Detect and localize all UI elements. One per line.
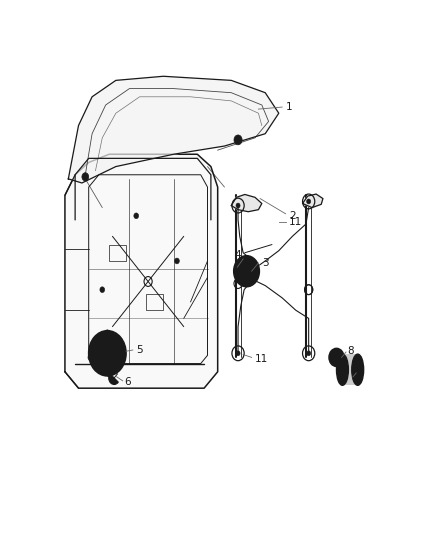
Circle shape — [105, 330, 110, 336]
Text: 5: 5 — [136, 345, 143, 355]
Circle shape — [175, 258, 179, 264]
Circle shape — [100, 344, 115, 362]
Circle shape — [100, 287, 105, 293]
Text: 1: 1 — [286, 102, 292, 112]
Ellipse shape — [352, 354, 364, 385]
Circle shape — [107, 371, 111, 377]
Circle shape — [245, 256, 248, 260]
Circle shape — [88, 330, 126, 376]
Ellipse shape — [336, 354, 348, 385]
Circle shape — [236, 203, 240, 208]
Circle shape — [234, 135, 242, 145]
Circle shape — [333, 353, 340, 362]
Bar — [146, 294, 163, 310]
Wedge shape — [109, 374, 118, 384]
Text: 4: 4 — [235, 250, 241, 260]
Circle shape — [239, 262, 254, 280]
Text: 3: 3 — [262, 258, 268, 268]
Circle shape — [234, 269, 237, 273]
Circle shape — [256, 269, 259, 273]
Text: 11: 11 — [289, 217, 302, 227]
Ellipse shape — [339, 360, 346, 379]
Bar — [109, 245, 126, 261]
Circle shape — [243, 267, 250, 276]
Text: 2: 2 — [289, 211, 296, 221]
Circle shape — [94, 337, 121, 370]
Circle shape — [307, 351, 311, 356]
Polygon shape — [231, 195, 262, 212]
Text: 11: 11 — [255, 353, 268, 364]
Circle shape — [245, 282, 248, 286]
Text: 6: 6 — [124, 377, 131, 387]
Text: 8: 8 — [347, 346, 354, 356]
Polygon shape — [303, 194, 323, 207]
Polygon shape — [68, 76, 279, 183]
Circle shape — [236, 351, 240, 356]
Circle shape — [88, 354, 93, 360]
Circle shape — [307, 199, 311, 204]
Ellipse shape — [354, 360, 361, 379]
Bar — [343, 354, 358, 385]
Text: 9: 9 — [357, 368, 364, 378]
Circle shape — [82, 173, 88, 181]
Circle shape — [329, 349, 344, 366]
Polygon shape — [65, 154, 218, 388]
Circle shape — [233, 256, 259, 287]
Circle shape — [134, 213, 138, 219]
